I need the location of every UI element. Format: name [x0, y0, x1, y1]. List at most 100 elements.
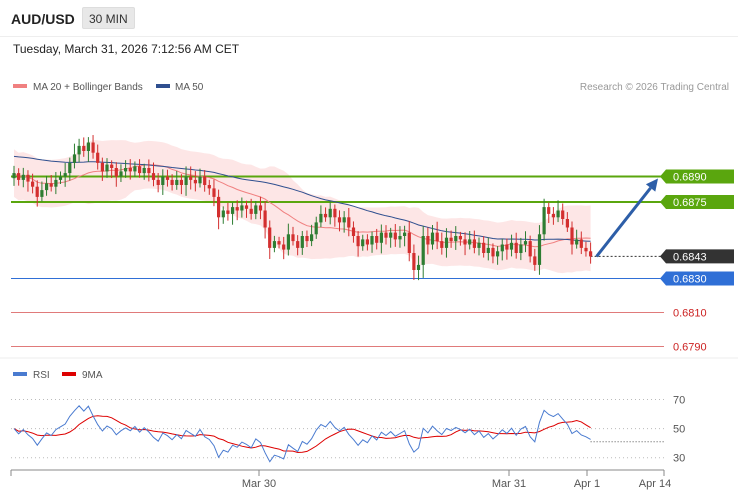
level-label-0.6843: 0.6843: [673, 251, 707, 263]
candle-99: [472, 230, 476, 254]
candle-72: [347, 208, 351, 237]
candle-114: [542, 198, 546, 241]
level-label-0.6830: 0.6830: [673, 274, 707, 286]
level-tag-0.6875: 0.6875: [660, 195, 734, 209]
timeframe-button[interactable]: 30 MIN: [82, 7, 135, 29]
candle-body: [421, 236, 425, 265]
candle-27: [138, 159, 142, 178]
rsi-tick-50: 50: [673, 424, 685, 436]
candle-body: [533, 256, 537, 265]
candle-69: [333, 204, 337, 227]
rsi-series: [13, 405, 664, 463]
candle-body: [110, 164, 114, 168]
rsi-tick-labels: 70 50 30: [673, 395, 685, 465]
candle-62: [300, 230, 304, 255]
candle-60: [291, 226, 295, 246]
candle-11: [63, 162, 67, 187]
candle-29: [147, 159, 151, 182]
candle-36: [179, 174, 183, 195]
candle-body: [523, 241, 528, 245]
candle-body: [128, 168, 132, 172]
candle-body: [249, 208, 253, 214]
candle-body: [54, 179, 58, 187]
x-axis: Mar 30 Mar 31 Apr 1 Apr 14: [10, 469, 671, 490]
candle-body: [175, 179, 179, 185]
candle-body: [514, 242, 518, 253]
candle-body: [17, 173, 21, 180]
candle-103: [491, 243, 495, 264]
candle-body: [207, 185, 211, 189]
candle-35: [175, 170, 179, 190]
candle-body: [217, 196, 221, 218]
candle-body: [556, 210, 560, 218]
candle-87: [416, 255, 421, 281]
candle-61: [296, 235, 300, 256]
candle-12: [68, 157, 72, 181]
candle-21: [110, 160, 114, 179]
x-label-mar30: Mar 30: [242, 478, 276, 490]
candle-83: [398, 226, 402, 248]
candle-body: [333, 208, 337, 218]
candle-body: [505, 244, 509, 250]
candle-59: [286, 223, 290, 256]
candle-123: [584, 241, 588, 257]
candle-57: [277, 236, 281, 249]
candle-body: [96, 152, 100, 163]
level-tag-0.6843: 0.6843: [660, 249, 734, 264]
candle-body: [45, 183, 49, 191]
candle-body: [282, 244, 286, 250]
candle-body: [528, 241, 532, 257]
candle-body: [82, 145, 86, 151]
candle-body: [138, 166, 142, 174]
candle-24: [124, 160, 128, 178]
candle-117: [556, 200, 560, 223]
legend-label-9ma: 9MA: [82, 370, 103, 381]
candle-40: [198, 168, 202, 188]
candle-body: [72, 154, 77, 163]
rsi-grid: [11, 399, 664, 459]
target-arrow: [595, 178, 658, 258]
candle-4: [31, 173, 35, 194]
candle-79: [379, 224, 383, 254]
candle-body: [231, 207, 235, 214]
rsi-tick-70: 70: [673, 395, 685, 407]
candle-body: [193, 179, 197, 184]
candle-body: [212, 188, 216, 197]
candle-94: [449, 230, 453, 248]
candle-74: [356, 231, 360, 257]
legend-swatch-9ma: [62, 372, 76, 376]
candle-body: [407, 232, 411, 253]
candle-body: [21, 174, 25, 180]
ma50-line: [13, 155, 591, 242]
candle-82: [393, 224, 397, 247]
datetime-label: Tuesday, March 31, 2026 7:12:56 AM CET: [13, 42, 240, 56]
candle-body: [584, 247, 588, 252]
candle-body: [509, 242, 514, 250]
candle-64: [310, 224, 314, 247]
candle-body: [296, 241, 300, 248]
candle-body: [389, 232, 393, 238]
candle-body: [393, 232, 397, 240]
legend-swatch-ma50: [156, 84, 170, 88]
rsi-line: [13, 405, 591, 463]
candle-76: [365, 234, 369, 251]
candle-96: [458, 231, 462, 246]
candle-97: [463, 232, 467, 256]
candle-body: [444, 237, 449, 248]
candle-5: [35, 180, 39, 207]
candle-body: [519, 244, 523, 253]
candle-body: [184, 176, 188, 185]
candle-81: [389, 227, 393, 248]
candle-93: [444, 228, 449, 258]
candle-body: [263, 210, 267, 228]
legend-label-ma20: MA 20 + Bollinger Bands: [33, 82, 143, 93]
candle-113: [537, 225, 542, 275]
candle-body: [26, 174, 30, 182]
candle-45: [221, 206, 225, 224]
candle-body: [100, 162, 104, 172]
candle-65: [314, 216, 318, 239]
candle-body: [365, 239, 369, 245]
candle-body: [105, 164, 109, 172]
candle-16: [86, 137, 90, 162]
candle-9: [54, 172, 58, 195]
